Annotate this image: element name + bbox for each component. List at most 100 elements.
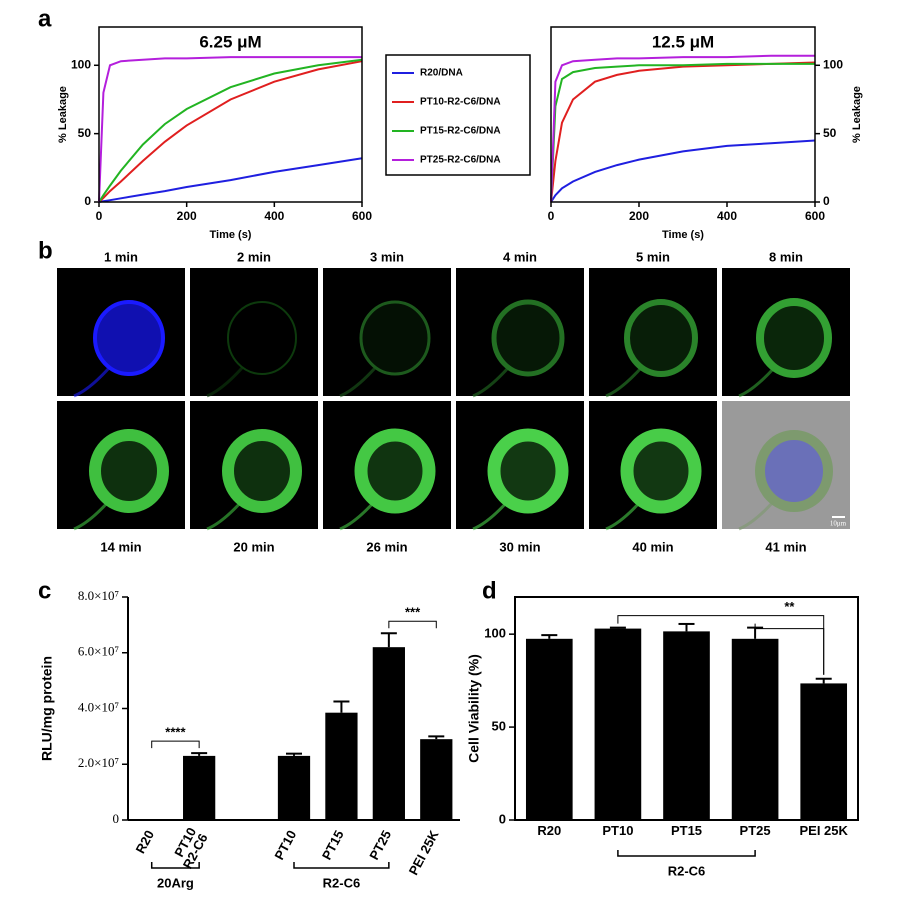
x-tick-label: PEI 25K [406,827,442,877]
x-tick-label: 0 [96,209,103,223]
x-tick-label: 200 [177,209,197,223]
cell [227,301,297,375]
group-bracket [617,850,756,857]
bar [183,755,216,820]
cell-process [206,366,244,398]
y-tick-label: 4.0×10⁷ [78,699,119,714]
series-line [550,62,815,203]
y-tick-label: 2.0×10⁷ [78,755,119,770]
cell-process [339,499,377,531]
legend-label: PT10-R2-C6/DNA [420,97,501,108]
x-tick-label: PT15 [319,828,347,862]
y-tick-label: 50 [823,126,837,140]
x-tick-label: 400 [717,209,737,223]
y-tick-label: 100 [71,57,91,71]
panel-label: d [482,577,497,604]
x-tick-label: 200 [629,209,649,223]
panel-label: c [38,577,51,604]
x-tick-label: 0 [548,209,555,223]
significance-bracket [151,740,200,749]
y-axis-label: Cell Viability (%) [466,654,482,763]
bar [325,712,358,820]
legend-box [385,54,531,176]
time-label: 26 min [366,539,407,554]
group-bracket [150,862,200,869]
time-label: 14 min [100,539,141,554]
cell [222,429,302,513]
series-line [98,56,362,203]
bar [594,628,642,820]
legend-label: PT15-R2-C6/DNA [420,126,501,137]
time-label: 5 min [636,249,670,264]
cell-process [605,499,643,531]
cell [89,429,169,513]
x-axis-label: Time (s) [210,229,252,241]
cell-process [605,366,643,398]
legend-label: PT25-R2-C6/DNA [420,155,501,166]
series-line [98,157,363,203]
bar [800,683,848,820]
time-label: 40 min [632,539,673,554]
bar [372,647,405,820]
bar [731,638,779,820]
y-tick-label: 0 [499,811,506,826]
x-tick-label: R20 [537,823,561,838]
y-tick-label: 50 [492,719,506,734]
cell-process [339,366,377,398]
x-tick-label: 600 [352,209,372,223]
cell [487,428,569,514]
panel-label: b [38,237,53,264]
series-line [98,60,363,203]
cell-process [73,499,111,531]
time-label: 8 min [769,249,803,264]
series-line [98,58,363,203]
bar [663,631,710,820]
time-label: 4 min [503,249,537,264]
cell [756,298,832,378]
x-tick-label: PT15 [671,823,702,838]
time-label: 2 min [237,249,271,264]
cell [491,299,565,377]
x-tick-label: PEI 25K [799,823,848,838]
y-tick-label: 0 [113,811,120,826]
time-label: 1 min [104,249,138,264]
y-tick-label: 50 [78,126,92,140]
y-tick-label: 6.0×10⁷ [78,644,119,659]
chart-title: 12.5 μM [652,32,714,51]
significance-label: *** [405,605,421,620]
plot-frame [514,596,859,821]
cell-process [738,499,776,531]
x-tick-label: R20 [133,828,157,856]
cell-process [472,499,510,531]
panel-label: a [38,5,52,32]
cell [354,428,436,514]
x-axis-label: Time (s) [662,229,704,241]
time-label: 41 min [765,539,806,554]
significance-label: ** [784,599,795,614]
plot-frame [550,26,816,203]
legend-label: R20/DNA [420,68,463,79]
y-axis-label: RLU/mg protein [39,656,55,761]
x-tick-label: 600 [805,209,825,223]
x-tick-label: PT10R2-C6 [169,825,211,871]
cell-process [472,366,510,398]
y-axis-label: % Leakage [851,86,863,143]
scale-bar-label: 10μm [830,520,847,528]
cell-process [206,499,244,531]
group-bracket [293,862,390,869]
bar [277,755,311,820]
bar [525,638,573,820]
x-tick-label: PT10 [602,823,633,838]
x-tick-label: 400 [264,209,284,223]
plot-frame [98,26,363,203]
significance-label: **** [165,725,186,740]
y-tick-label: 0 [823,194,830,208]
y-axis-label: % Leakage [57,86,69,143]
time-label: 20 min [233,539,274,554]
cell [359,300,431,376]
group-label: R2-C6 [668,863,706,878]
group-label: 20Arg [157,875,194,890]
x-tick-label: PT25 [367,828,395,862]
x-tick-label: PT25 [740,823,771,838]
